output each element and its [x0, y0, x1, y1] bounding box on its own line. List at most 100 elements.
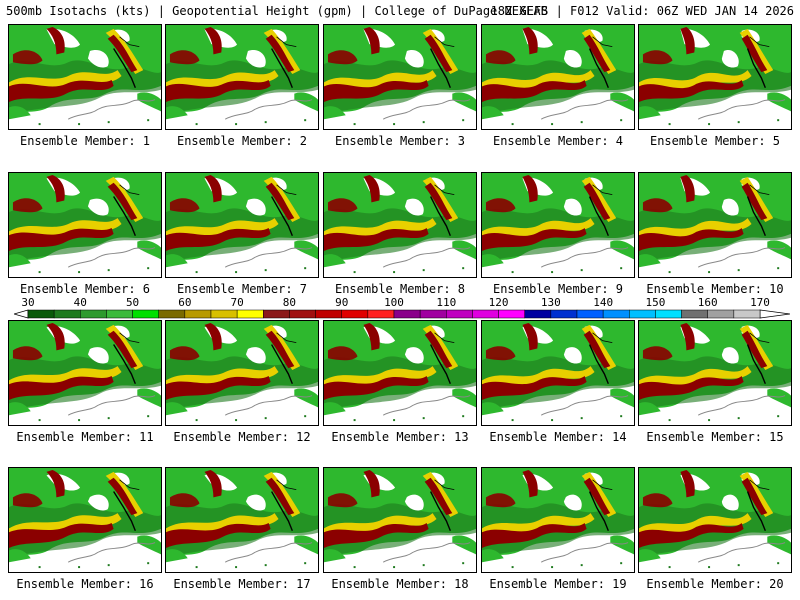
wind-field — [482, 321, 634, 422]
wind-map — [166, 25, 318, 129]
wind-map — [166, 321, 318, 425]
colorbar-swatch — [184, 309, 212, 319]
colorbar-swatch — [315, 309, 342, 319]
colorbar-swatch — [158, 309, 186, 319]
colorbar-swatch — [446, 309, 473, 319]
ensemble-map-panel — [638, 467, 792, 573]
ensemble-member-label: Ensemble Member: 3 — [334, 134, 466, 148]
wind-map — [482, 468, 634, 572]
wind-map — [9, 25, 161, 129]
wind-field — [9, 25, 161, 126]
wind-map — [639, 173, 791, 277]
colorbar-swatch — [80, 309, 107, 319]
ensemble-map-panel — [165, 320, 319, 426]
colorbar-right-arrow — [759, 309, 790, 319]
colorbar-swatch — [655, 309, 682, 319]
wind-field — [324, 25, 476, 126]
colorbar-tick-label: 80 — [283, 296, 296, 309]
ensemble-member-label: Ensemble Member: 7 — [176, 282, 308, 296]
wind-map — [482, 173, 634, 277]
colorbar-tick-label: 140 — [593, 296, 613, 309]
ensemble-member-label: Ensemble Member: 2 — [176, 134, 308, 148]
colorbar-swatch — [263, 309, 290, 319]
colorbar-swatch — [419, 309, 447, 319]
colorbar-swatch — [629, 309, 656, 319]
colorbar-tick-label: 150 — [645, 296, 665, 309]
colorbar-swatch — [236, 309, 264, 319]
colorbar-tick-label: 70 — [231, 296, 244, 309]
wind-map — [9, 468, 161, 572]
wind-field — [324, 321, 476, 422]
ensemble-member-label: Ensemble Member: 15 — [646, 430, 784, 444]
ensemble-member-label: Ensemble Member: 4 — [492, 134, 624, 148]
wind-field — [324, 173, 476, 274]
wind-map — [324, 468, 476, 572]
wind-map — [166, 173, 318, 277]
ensemble-member-label: Ensemble Member: 8 — [334, 282, 466, 296]
wind-field — [482, 25, 634, 126]
colorbar-tick-label: 40 — [74, 296, 87, 309]
ensemble-member-label: Ensemble Member: 14 — [489, 430, 627, 444]
ensemble-map-panel — [165, 467, 319, 573]
ensemble-member-label: Ensemble Member: 9 — [492, 282, 624, 296]
ensemble-member-label: Ensemble Member: 10 — [646, 282, 784, 296]
ensemble-map-panel — [481, 320, 635, 426]
colorbar-tick-label: 90 — [335, 296, 348, 309]
wind-map — [482, 321, 634, 425]
ensemble-map-panel — [8, 467, 162, 573]
wind-map — [9, 321, 161, 425]
ensemble-member-label: Ensemble Member: 20 — [646, 577, 784, 591]
colorbar-swatch — [576, 309, 604, 319]
isotach-colorbar: 30 40 50 60 70 80 90 100 110 120 130 140 150 160 170 — [14, 296, 790, 319]
ensemble-map-panel — [638, 320, 792, 426]
colorbar-swatch — [367, 309, 395, 319]
colorbar-swatch — [132, 309, 159, 319]
colorbar-tick-label: 50 — [126, 296, 139, 309]
ensemble-map-panel — [8, 320, 162, 426]
wind-map — [639, 468, 791, 572]
colorbar-tick-label: 30 — [21, 296, 34, 309]
ensemble-map-panel — [323, 24, 477, 130]
colorbar-tick-label: 120 — [489, 296, 509, 309]
colorbar-tick-label: 110 — [436, 296, 456, 309]
wind-map — [639, 321, 791, 425]
ensemble-member-label: Ensemble Member: 12 — [173, 430, 311, 444]
colorbar-tick-label: 60 — [178, 296, 191, 309]
wind-field — [166, 25, 318, 126]
ensemble-map-panel — [8, 24, 162, 130]
colorbar-swatch — [210, 309, 238, 319]
ensemble-member-label: Ensemble Member: 11 — [16, 430, 154, 444]
ensemble-map-panel — [323, 172, 477, 278]
colorbar-swatch — [524, 309, 552, 319]
ensemble-map-panel — [481, 467, 635, 573]
wind-field — [9, 468, 161, 569]
colorbar-swatch — [53, 309, 81, 319]
ensemble-map-panel — [323, 467, 477, 573]
wind-field — [639, 25, 791, 126]
ensemble-map-panel — [165, 172, 319, 278]
ensemble-member-label: Ensemble Member: 18 — [331, 577, 469, 591]
wind-map — [639, 25, 791, 129]
colorbar-tick-label: 130 — [541, 296, 561, 309]
header-title-left: 500mb Isotachs (kts) | Geopotential Heig… — [6, 4, 548, 18]
wind-field — [9, 173, 161, 274]
wind-map — [482, 25, 634, 129]
wind-field — [482, 173, 634, 274]
ensemble-map-panel — [481, 24, 635, 130]
colorbar-swatch — [733, 309, 761, 319]
wind-field — [639, 173, 791, 274]
wind-field — [166, 321, 318, 422]
ensemble-member-label: Ensemble Member: 16 — [16, 577, 154, 591]
chart-header: 500mb Isotachs (kts) | Geopotential Heig… — [0, 0, 800, 22]
colorbar-swatch — [106, 309, 133, 319]
wind-field — [9, 321, 161, 422]
ensemble-member-label: Ensemble Member: 1 — [19, 134, 151, 148]
ensemble-member-label: Ensemble Member: 5 — [649, 134, 781, 148]
colorbar-tick-label: 100 — [384, 296, 404, 309]
wind-field — [482, 468, 634, 569]
colorbar-left-arrow — [14, 309, 29, 319]
ensemble-map-panel — [481, 172, 635, 278]
colorbar-swatch — [707, 309, 735, 319]
wind-field — [639, 321, 791, 422]
ensemble-map-panel — [165, 24, 319, 130]
